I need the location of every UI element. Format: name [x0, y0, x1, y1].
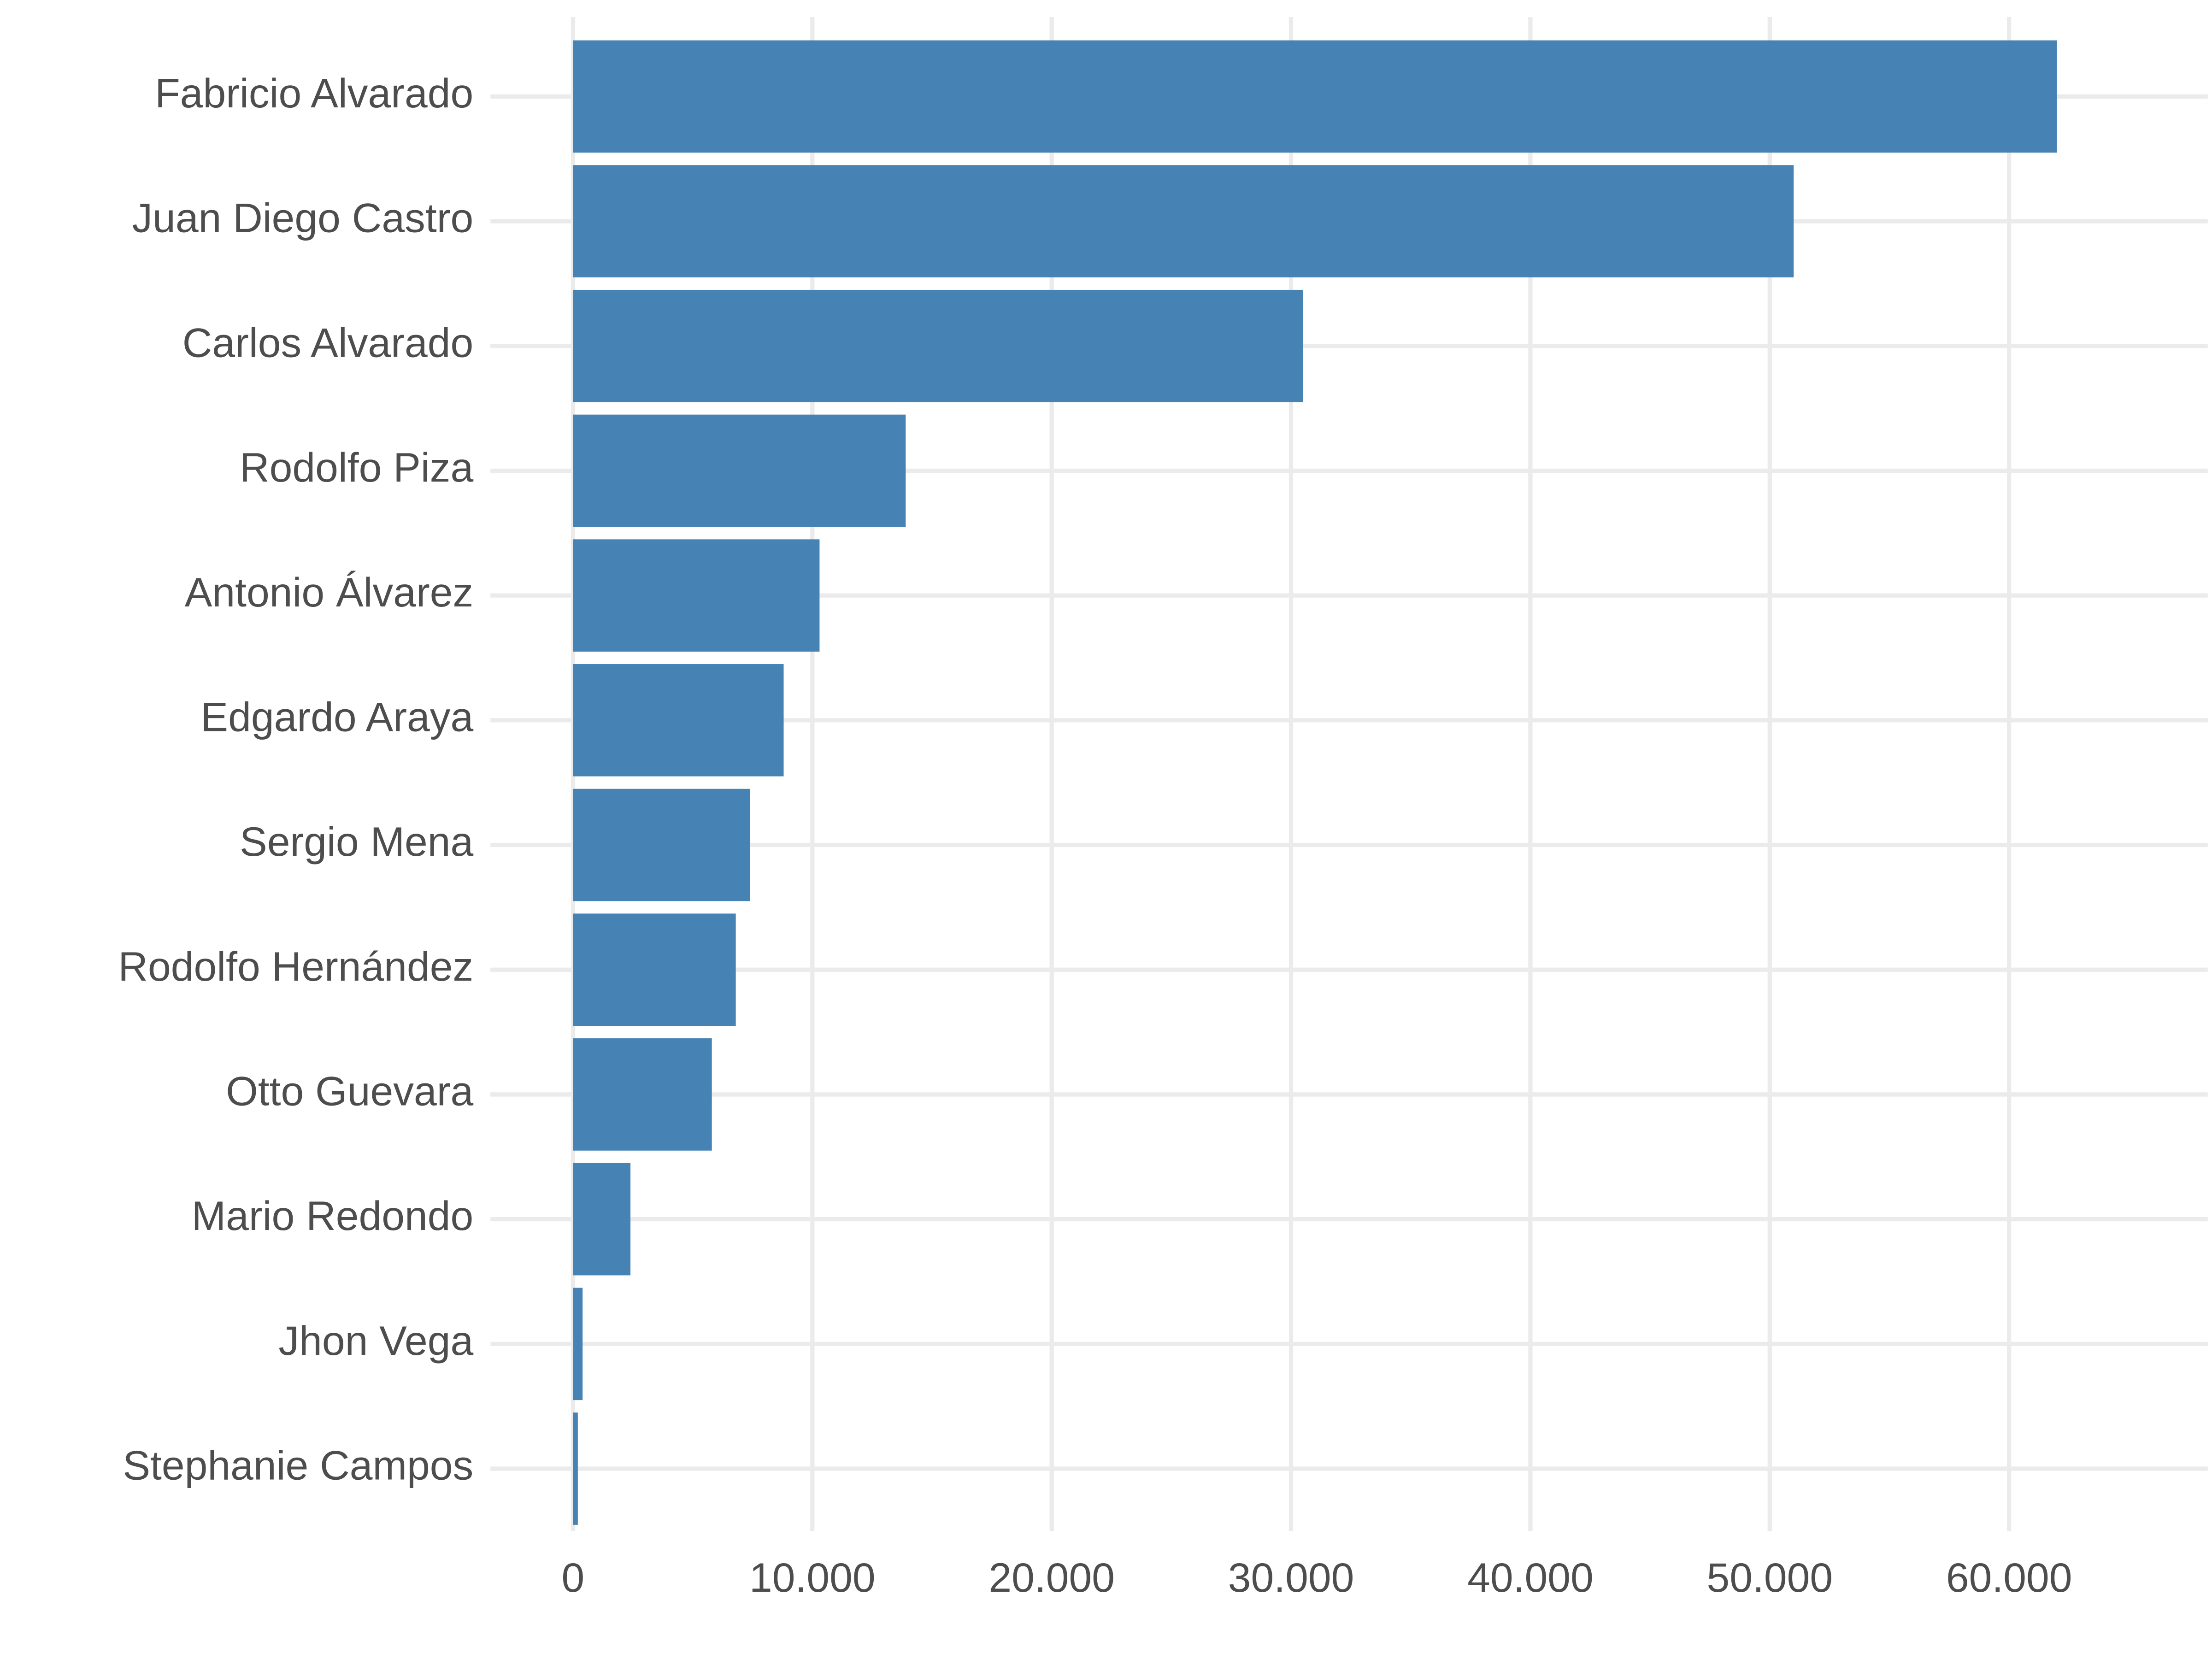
y-tick-label: Juan Diego Castro — [132, 195, 473, 241]
y-tick-label: Antonio Álvarez — [185, 569, 474, 615]
y-tick-label: Mario Redondo — [192, 1193, 474, 1239]
bar — [573, 1412, 578, 1525]
y-tick-label: Jhon Vega — [278, 1318, 473, 1364]
x-tick-label: 50.000 — [1706, 1554, 1833, 1600]
x-tick-label: 60.000 — [1946, 1554, 2072, 1600]
bar — [573, 539, 820, 652]
y-tick-label: Edgardo Araya — [200, 694, 473, 740]
y-tick-label: Rodolfo Hernández — [118, 943, 473, 989]
bar — [573, 788, 750, 901]
y-tick-label: Carlos Alvarado — [182, 319, 473, 365]
bar — [573, 1163, 631, 1276]
bar — [573, 1038, 712, 1151]
bar — [573, 165, 1794, 277]
x-tick-label: 40.000 — [1467, 1554, 1594, 1600]
y-tick-label: Stephanie Campos — [123, 1442, 473, 1488]
bar — [573, 913, 736, 1026]
y-tick-label: Otto Guevara — [226, 1068, 473, 1114]
x-tick-label: 20.000 — [988, 1554, 1115, 1600]
bar — [573, 1288, 583, 1400]
y-tick-label: Sergio Mena — [240, 818, 473, 865]
bar — [573, 40, 2057, 153]
x-tick-label: 10.000 — [749, 1554, 876, 1600]
x-tick-label: 0 — [562, 1554, 585, 1600]
x-tick-label: 30.000 — [1228, 1554, 1354, 1600]
bar — [573, 289, 1303, 402]
bar — [573, 664, 784, 777]
y-tick-label: Rodolfo Piza — [240, 444, 473, 490]
bar — [573, 414, 906, 527]
y-tick-label: Fabricio Alvarado — [155, 70, 473, 116]
